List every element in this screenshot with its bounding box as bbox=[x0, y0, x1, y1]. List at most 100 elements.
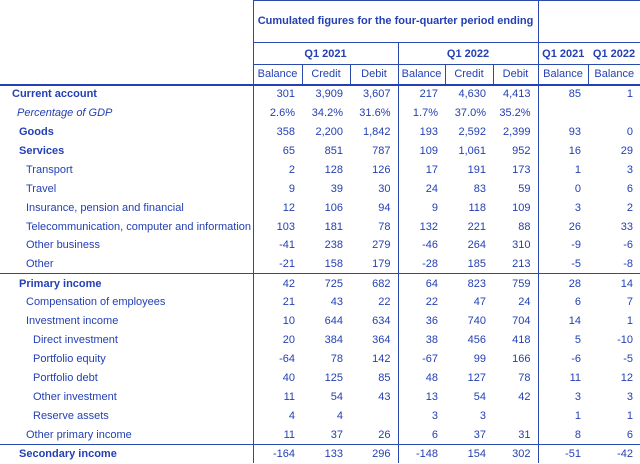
value-cell: 310 bbox=[512, 239, 531, 252]
value-cell: 24 bbox=[518, 296, 531, 309]
table-body: Current account 301 3,909 3,607 217 4,630 4,41… bbox=[0, 84, 640, 464]
value-cell: 0 bbox=[537, 179, 589, 199]
value-cell: 851 bbox=[324, 144, 343, 157]
value-cell: 193 bbox=[397, 122, 445, 142]
row-label: Other primary income bbox=[26, 428, 132, 441]
value-cell: 1 bbox=[626, 88, 634, 101]
value-cell: 125 bbox=[324, 372, 343, 385]
row-label: Current account bbox=[12, 88, 97, 101]
value-cell: 4,630 bbox=[458, 88, 486, 101]
value-cell: -41 bbox=[252, 236, 302, 255]
value-cell: 37 bbox=[330, 428, 343, 441]
row-label: Other bbox=[26, 258, 54, 271]
row-label: Primary income bbox=[0, 273, 253, 293]
value-cell: 4,413 bbox=[503, 88, 531, 101]
value-cell: 740 bbox=[467, 315, 486, 328]
value-cell: 644 bbox=[324, 315, 343, 328]
value-cell bbox=[493, 406, 538, 425]
value-cell: -8 bbox=[623, 258, 634, 271]
value-cell: 28 bbox=[537, 273, 589, 293]
value-cell: 29 bbox=[620, 144, 634, 157]
row-label: Transport bbox=[26, 163, 73, 176]
value-cell: 93 bbox=[537, 122, 589, 142]
row-label: Investment income bbox=[26, 315, 119, 328]
col-credit-2: Credit bbox=[444, 64, 493, 86]
value-cell: 456 bbox=[467, 334, 486, 347]
col-balance-1: Balance bbox=[252, 64, 302, 86]
value-cell: 106 bbox=[324, 201, 343, 214]
row-label: Travel bbox=[26, 182, 57, 195]
table-row: Portfolio debt 40 125 85 48 127 78 11 12 bbox=[0, 368, 640, 388]
value-cell: 22 bbox=[378, 296, 391, 309]
row-label: Compensation of employees bbox=[26, 296, 166, 309]
value-cell: 6 bbox=[626, 182, 634, 195]
value-cell: -6 bbox=[623, 239, 634, 252]
value-cell: 634 bbox=[372, 315, 391, 328]
value-cell: 279 bbox=[372, 239, 391, 252]
value-cell: 704 bbox=[512, 315, 531, 328]
value-cell: 787 bbox=[372, 144, 391, 157]
value-cell: 35.2% bbox=[499, 106, 531, 119]
value-cell: 213 bbox=[512, 258, 531, 271]
row-label: Direct investment bbox=[33, 334, 118, 347]
value-cell: 3 bbox=[626, 163, 634, 176]
value-cell: 952 bbox=[512, 144, 531, 157]
value-cell: 42 bbox=[252, 273, 302, 293]
row-label: Other investment bbox=[33, 390, 117, 403]
value-cell: 78 bbox=[330, 353, 343, 366]
table-row: Investment income 10 644 634 36 740 704 14 1 bbox=[0, 311, 640, 331]
value-cell: 181 bbox=[324, 220, 343, 233]
value-cell: 2,399 bbox=[503, 125, 531, 138]
table-row: Percentage of GDP 2.6% 34.2% 31.6% 1.7% 37.0%… bbox=[0, 103, 640, 123]
row-label: Services bbox=[19, 144, 65, 157]
value-cell: 127 bbox=[467, 372, 486, 385]
value-cell: 1 bbox=[626, 409, 634, 422]
label-column-blank bbox=[0, 43, 253, 65]
value-cell: 40 bbox=[252, 368, 302, 388]
group-q1-2021-header: Q1 2021 bbox=[252, 42, 399, 65]
value-cell: 364 bbox=[372, 334, 391, 347]
value-cell: 43 bbox=[378, 390, 391, 403]
table-row: Other primary income 11 37 26 6 37 31 8 6 bbox=[0, 425, 640, 445]
value-cell: 191 bbox=[467, 163, 486, 176]
row-label: Portfolio debt bbox=[33, 372, 98, 385]
value-cell: 118 bbox=[468, 201, 486, 214]
value-cell: 3 bbox=[626, 390, 634, 403]
value-cell: 22 bbox=[397, 292, 445, 312]
row-label: Secondary income bbox=[0, 443, 253, 464]
value-cell: -28 bbox=[397, 254, 445, 274]
value-cell: 158 bbox=[324, 258, 343, 271]
col-balance-2: Balance bbox=[397, 64, 445, 86]
value-cell: 11 bbox=[537, 368, 589, 388]
value-cell: 109 bbox=[397, 141, 445, 161]
value-cell: 296 bbox=[350, 443, 398, 464]
value-cell: 20 bbox=[252, 330, 302, 350]
table-row: Other -21 158 179 -28 185 213 -5 -8 bbox=[0, 254, 640, 274]
value-cell: 78 bbox=[378, 220, 391, 233]
value-cell bbox=[537, 103, 589, 123]
value-cell: 221 bbox=[467, 220, 486, 233]
table-row: Portfolio equity -64 78 142 -67 99 166 -6 -5 bbox=[0, 349, 640, 369]
value-cell: 65 bbox=[252, 141, 302, 161]
value-cell: 3,909 bbox=[315, 88, 343, 101]
value-cell: 264 bbox=[467, 239, 486, 252]
table-row: Secondary income -164 133 296 -148 154 302 -51-… bbox=[0, 443, 640, 464]
value-cell: 2.6% bbox=[252, 103, 302, 123]
value-cell: 4 bbox=[336, 409, 343, 422]
value-cell: 6 bbox=[537, 292, 589, 312]
value-cell: 1 bbox=[537, 160, 589, 180]
header-row-measures: Balance Credit Debit Balance Credit Debi… bbox=[0, 64, 640, 86]
value-cell: 384 bbox=[324, 334, 343, 347]
value-cell: 16 bbox=[537, 141, 589, 161]
right-blank-box bbox=[537, 0, 640, 43]
value-cell: 133 bbox=[302, 443, 350, 464]
table-row: Insurance, pension and financial 12 106 94 9… bbox=[0, 198, 640, 218]
value-cell: 1.7% bbox=[397, 103, 445, 123]
value-cell: 26 bbox=[378, 428, 391, 441]
col-balance-3: Balance bbox=[537, 64, 589, 86]
value-cell: 37 bbox=[473, 428, 486, 441]
label-column-blank bbox=[0, 64, 253, 86]
value-cell: 43 bbox=[330, 296, 343, 309]
value-cell: 154 bbox=[445, 443, 493, 464]
value-cell: 217 bbox=[397, 84, 445, 104]
